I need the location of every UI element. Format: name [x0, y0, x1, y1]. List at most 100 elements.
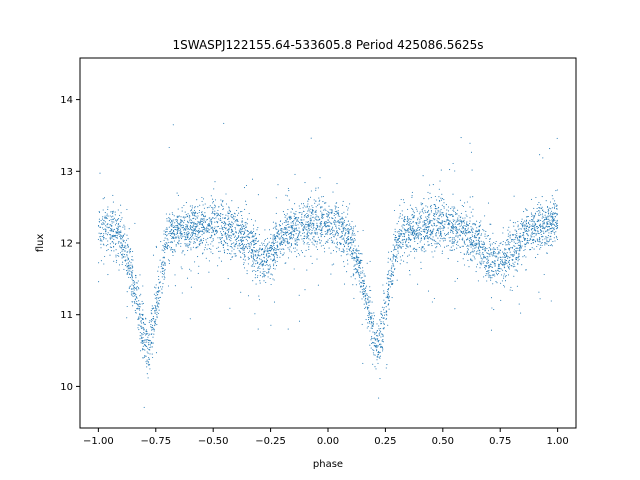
- data-point: [536, 239, 539, 241]
- data-point: [483, 256, 485, 258]
- data-point: [447, 245, 449, 247]
- data-point: [420, 202, 422, 204]
- data-point: [131, 266, 133, 268]
- data-point: [372, 323, 374, 326]
- data-point: [107, 274, 109, 276]
- data-point: [386, 277, 388, 279]
- data-point: [185, 223, 187, 226]
- data-point: [503, 286, 506, 288]
- data-point: [203, 207, 205, 209]
- data-point: [480, 233, 483, 235]
- data-point: [493, 262, 496, 264]
- data-point: [172, 219, 174, 221]
- data-point: [452, 214, 454, 216]
- data-point: [137, 287, 140, 289]
- data-point: [538, 236, 541, 239]
- data-point: [457, 244, 459, 246]
- data-point: [295, 243, 297, 245]
- data-point: [147, 363, 149, 365]
- data-point: [490, 274, 492, 276]
- data-point: [491, 274, 494, 276]
- data-point: [413, 216, 415, 218]
- data-point: [473, 236, 475, 238]
- data-point: [186, 226, 188, 228]
- data-point: [140, 317, 142, 319]
- data-point: [191, 231, 193, 233]
- data-point: [395, 259, 397, 261]
- data-point: [126, 265, 128, 267]
- data-point: [309, 218, 311, 220]
- data-point: [409, 245, 411, 247]
- data-point: [548, 226, 550, 228]
- data-point: [122, 261, 124, 263]
- data-point: [445, 213, 447, 215]
- data-point: [274, 260, 276, 262]
- data-point: [270, 253, 272, 255]
- data-point: [303, 205, 305, 207]
- data-point: [294, 213, 296, 215]
- data-point: [143, 340, 145, 342]
- data-point: [105, 231, 107, 233]
- data-point: [452, 231, 454, 233]
- data-point: [347, 233, 349, 235]
- data-point: [463, 219, 465, 221]
- data-point: [171, 241, 173, 243]
- data-point: [103, 197, 106, 199]
- data-point: [464, 229, 466, 231]
- data-point: [305, 221, 307, 223]
- data-point: [538, 207, 540, 209]
- data-point: [220, 225, 223, 227]
- data-point: [219, 215, 222, 217]
- data-point: [420, 268, 422, 270]
- data-point: [200, 218, 202, 220]
- data-point: [553, 218, 555, 220]
- data-point: [388, 299, 390, 301]
- data-point: [381, 316, 383, 319]
- data-point: [306, 217, 308, 219]
- data-point: [349, 223, 351, 225]
- data-point: [381, 315, 384, 317]
- data-point: [171, 237, 173, 239]
- data-point: [412, 213, 414, 216]
- data-point: [525, 227, 527, 229]
- data-point: [189, 238, 191, 240]
- data-point: [171, 219, 173, 221]
- data-point: [531, 213, 533, 215]
- data-point: [304, 182, 306, 184]
- data-point: [132, 270, 134, 272]
- data-point: [368, 314, 370, 316]
- data-point: [178, 238, 180, 240]
- data-point: [469, 238, 471, 240]
- data-point: [513, 275, 515, 277]
- data-point: [438, 235, 441, 237]
- data-point: [489, 276, 491, 278]
- data-point: [465, 232, 467, 234]
- data-point: [540, 219, 542, 221]
- data-point: [275, 241, 277, 243]
- data-point: [509, 289, 511, 291]
- data-point: [245, 226, 248, 228]
- data-point: [353, 237, 356, 240]
- data-point: [358, 250, 360, 252]
- data-point: [537, 227, 539, 229]
- data-point: [456, 247, 458, 249]
- data-point: [184, 254, 186, 256]
- data-point: [270, 273, 272, 275]
- data-point: [203, 227, 206, 229]
- data-point: [483, 276, 485, 278]
- data-point: [531, 247, 533, 249]
- data-point: [313, 232, 315, 234]
- data-point: [495, 273, 498, 275]
- data-point: [370, 347, 372, 349]
- data-point: [459, 230, 461, 232]
- data-point: [189, 215, 191, 217]
- data-point: [369, 289, 371, 292]
- data-point: [204, 215, 206, 217]
- data-point: [542, 235, 544, 237]
- data-point: [407, 231, 409, 233]
- data-point: [430, 197, 432, 199]
- data-point: [364, 293, 366, 295]
- data-point: [472, 248, 474, 250]
- data-point: [521, 240, 524, 243]
- data-point: [228, 236, 230, 238]
